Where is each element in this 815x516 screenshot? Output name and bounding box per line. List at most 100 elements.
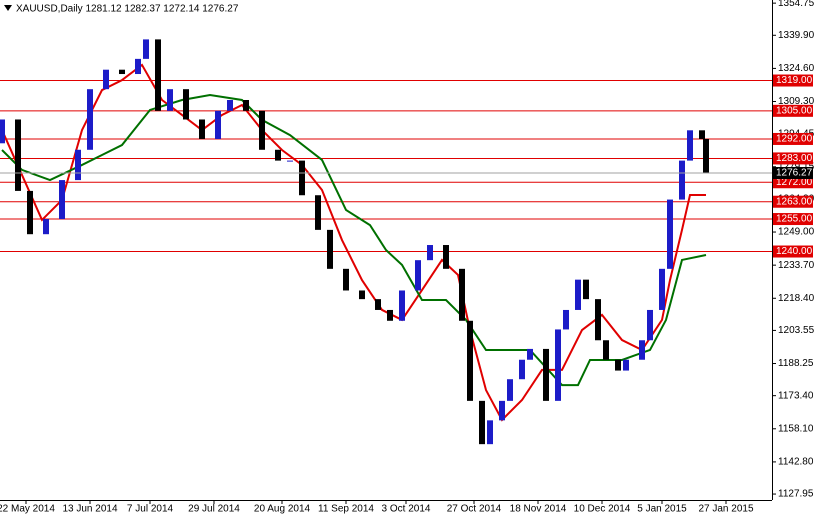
candle-body — [327, 229, 333, 269]
candle-body — [243, 100, 249, 111]
candle-body — [575, 279, 581, 310]
x-tick-label: 29 Jul 2014 — [188, 504, 240, 515]
candle-body — [359, 290, 365, 300]
candle-body — [639, 340, 645, 360]
candle-body — [415, 260, 421, 291]
candle-body — [43, 219, 49, 235]
candle-body — [299, 160, 305, 196]
candle-body — [603, 340, 609, 360]
candle-body — [315, 195, 321, 230]
level-label: 1292.00 — [776, 134, 813, 145]
candle-body — [487, 420, 493, 445]
level-label: 1272.00 — [776, 177, 813, 188]
candle-body — [155, 39, 161, 111]
candle-body — [59, 180, 65, 220]
candle-body — [595, 299, 601, 341]
candle-body — [647, 309, 653, 341]
level-label: 1283.00 — [776, 153, 813, 164]
candle-body — [667, 199, 673, 269]
x-tick-label: 5 Jan 2015 — [637, 504, 687, 515]
level-label: 1305.00 — [776, 105, 813, 116]
candle-body — [399, 290, 405, 321]
candle-body — [143, 39, 149, 59]
candle-body — [687, 130, 693, 161]
candle-body — [375, 299, 381, 310]
x-tick-label: 3 Oct 2014 — [382, 504, 431, 515]
x-tick-label: 7 Jul 2014 — [127, 504, 174, 515]
x-tick-label: 10 Dec 2014 — [574, 504, 631, 515]
candle-body — [555, 329, 561, 401]
plot-area — [0, 39, 772, 445]
candle-body — [443, 245, 449, 269]
level-label: 1263.00 — [776, 196, 813, 207]
candle-body — [427, 245, 433, 261]
candle-body — [275, 149, 281, 161]
chart-title: XAUUSD,Daily 1281.12 1282.37 1272.14 127… — [16, 4, 239, 15]
menu-arrow[interactable] — [4, 5, 12, 11]
candle-body — [623, 359, 629, 371]
level-label-box — [773, 104, 813, 117]
candle-body — [199, 119, 205, 139]
candle-body — [259, 110, 265, 150]
level-label-box — [773, 152, 813, 165]
candle-body — [583, 279, 589, 300]
x-tick-label: 27 Oct 2014 — [447, 504, 502, 515]
x-tick-label: 20 Aug 2014 — [254, 504, 311, 515]
y-tick-label: 1309.30 — [778, 96, 815, 107]
candle-body — [15, 119, 21, 191]
level-label: 1319.00 — [776, 75, 813, 86]
y-tick-label: 1279.15 — [778, 161, 815, 172]
candle-body — [679, 160, 685, 200]
candle-body — [459, 268, 465, 321]
y-tick-label: 1324.60 — [778, 63, 815, 74]
y-tick-label: 1218.40 — [778, 293, 815, 304]
y-tick-label: 1142.80 — [778, 457, 814, 468]
candle-body — [27, 190, 33, 235]
candle-body — [183, 89, 189, 120]
level-label-box — [773, 74, 813, 87]
x-tick-label: 18 Nov 2014 — [510, 504, 567, 515]
level-label-box — [773, 213, 813, 226]
candle-body — [227, 100, 233, 111]
candle-body — [287, 160, 293, 162]
candle-body — [167, 89, 173, 111]
candle-body — [343, 268, 349, 291]
candle-body — [479, 400, 485, 445]
x-tick-label: 13 Jun 2014 — [62, 504, 117, 515]
candle-body — [387, 309, 393, 321]
candle-body — [135, 58, 141, 75]
candle-body — [507, 379, 513, 401]
candle-body — [527, 348, 533, 360]
x-tick-label: 27 Jan 2015 — [698, 504, 753, 515]
candle-body — [0, 119, 5, 144]
candle-body — [215, 110, 221, 139]
candle-body — [659, 268, 665, 310]
candle-body — [87, 89, 93, 150]
candle-body — [703, 138, 709, 174]
candle-body — [467, 320, 473, 401]
candle-body — [519, 359, 525, 380]
y-tick-label: 1339.90 — [778, 30, 815, 41]
x-tick-label: 22 May 2014 — [0, 504, 55, 515]
candle-body — [699, 130, 705, 139]
x-tick-label: 11 Sep 2014 — [318, 504, 374, 515]
y-tick-label: 1188.25 — [778, 358, 814, 369]
level-label: 1240.00 — [776, 246, 813, 257]
indicator-line — [1, 94, 707, 387]
y-tick-label: 1127.95 — [778, 489, 814, 500]
candle-body — [499, 400, 505, 421]
y-tick-label: 1354.75 — [778, 0, 815, 9]
candle-body — [615, 359, 621, 371]
last-price-box — [773, 167, 813, 180]
y-tick-label: 1203.55 — [778, 325, 815, 336]
candle-body — [563, 309, 569, 330]
level-label-box — [773, 132, 813, 145]
level-label-box — [773, 176, 813, 189]
y-tick-label: 1249.00 — [778, 227, 815, 238]
level-label: 1255.00 — [776, 214, 813, 225]
y-tick-label: 1173.40 — [778, 390, 814, 401]
level-label-box — [773, 195, 813, 208]
level-label-box — [773, 245, 813, 258]
